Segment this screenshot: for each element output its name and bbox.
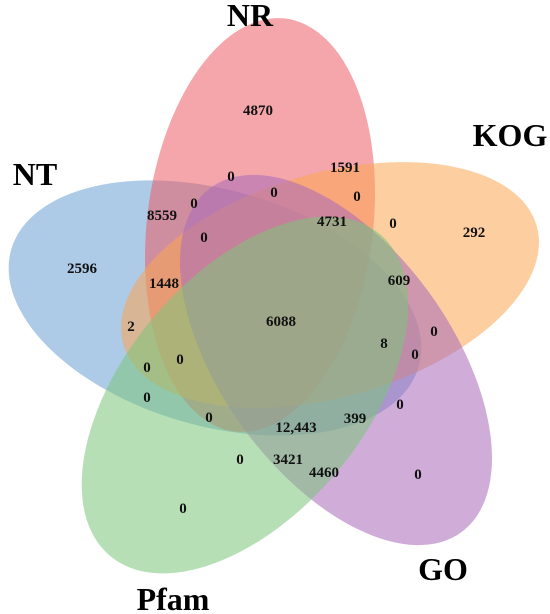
count-r3421: 3421	[273, 452, 303, 468]
label-nt: NT	[13, 156, 57, 192]
count-nr-go-top: 0	[227, 169, 235, 185]
count-r8: 8	[380, 336, 388, 352]
count-kog-go: 0	[389, 216, 397, 232]
count-nr-kog: 1591	[330, 160, 360, 176]
count-nt-pfam-1: 0	[143, 360, 151, 376]
count-nt-nr: 8559	[147, 208, 177, 224]
count-pfam-go-0: 0	[236, 452, 244, 468]
count-nt-pfam-2: 0	[176, 352, 184, 368]
venn-set-labels: NR KOG NT GO Pfam	[13, 0, 548, 614]
count-pfam-inner: 0	[205, 410, 213, 426]
count-nt-nr-inner: 0	[200, 230, 208, 246]
count-nr-only: 4870	[243, 103, 273, 119]
count-nt-left-2: 2	[127, 319, 135, 335]
count-nt-left-1448: 1448	[149, 276, 179, 292]
count-nt-pfam-3: 0	[143, 390, 151, 406]
count-kog-go-right: 0	[430, 324, 438, 340]
count-nt-nr-small: 0	[190, 196, 198, 212]
count-nr-kog-small: 0	[353, 189, 361, 205]
count-go-lower: 0	[396, 397, 404, 413]
count-nr-kog-core: 4731	[317, 214, 347, 230]
count-all: 6088	[266, 314, 296, 330]
label-go: GO	[418, 551, 468, 587]
count-center-12443: 12,443	[275, 420, 316, 436]
label-kog: KOG	[473, 117, 548, 153]
label-pfam: Pfam	[137, 581, 210, 614]
count-kog-only: 292	[463, 225, 486, 241]
count-pfam-only: 0	[179, 501, 187, 517]
venn-region-counts: 4870 292 2596 0 0 0 0 1591 0 8559 0 0 47…	[67, 103, 485, 517]
count-go-right: 0	[411, 347, 419, 363]
count-go-only: 0	[414, 467, 422, 483]
count-r399: 399	[344, 411, 367, 427]
venn-ellipses	[8, 18, 539, 574]
label-nr: NR	[227, 0, 274, 33]
count-kog-609: 609	[388, 273, 411, 289]
ellipse-pfam	[81, 216, 409, 574]
count-nr-mid: 0	[270, 185, 278, 201]
count-r4460: 4460	[309, 465, 339, 481]
count-nt-only: 2596	[67, 261, 98, 277]
